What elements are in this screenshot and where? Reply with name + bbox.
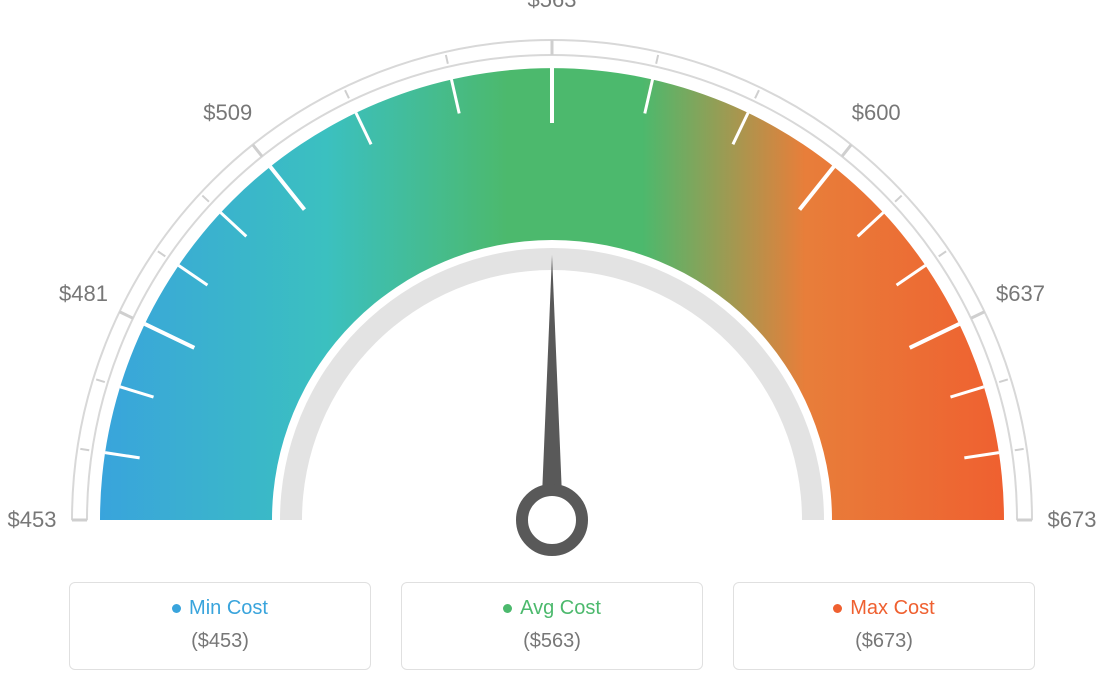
gauge-tick-label: $453	[8, 507, 57, 533]
cost-gauge-widget: $453 $481 $509 $563 $600 $637 $673 Min Cost ($…	[0, 0, 1104, 690]
legend-value-avg: ($563)	[402, 630, 702, 653]
gauge-tick-label: $481	[59, 281, 108, 307]
legend-max: Max Cost ($673)	[733, 582, 1035, 670]
gauge-tick-label: $563	[528, 0, 577, 13]
legend-label-min: Min Cost	[189, 597, 268, 620]
gauge-chart: $453 $481 $509 $563 $600 $637 $673	[0, 0, 1104, 560]
legend-row: Min Cost ($453) Avg Cost ($563) Max Cost…	[0, 582, 1104, 670]
legend-dot-max	[833, 604, 842, 613]
legend-value-max: ($673)	[734, 630, 1034, 653]
legend-dot-avg	[503, 604, 512, 613]
legend-label-avg: Avg Cost	[520, 597, 601, 620]
gauge-tick-label: $637	[996, 281, 1045, 307]
gauge-tick-label: $673	[1048, 507, 1097, 533]
legend-value-min: ($453)	[70, 630, 370, 653]
legend-min: Min Cost ($453)	[69, 582, 371, 670]
gauge-tick-label: $600	[852, 100, 901, 126]
legend-dot-min	[172, 604, 181, 613]
gauge-tick-label: $509	[203, 100, 252, 126]
legend-avg: Avg Cost ($563)	[401, 582, 703, 670]
legend-label-max: Max Cost	[850, 597, 934, 620]
